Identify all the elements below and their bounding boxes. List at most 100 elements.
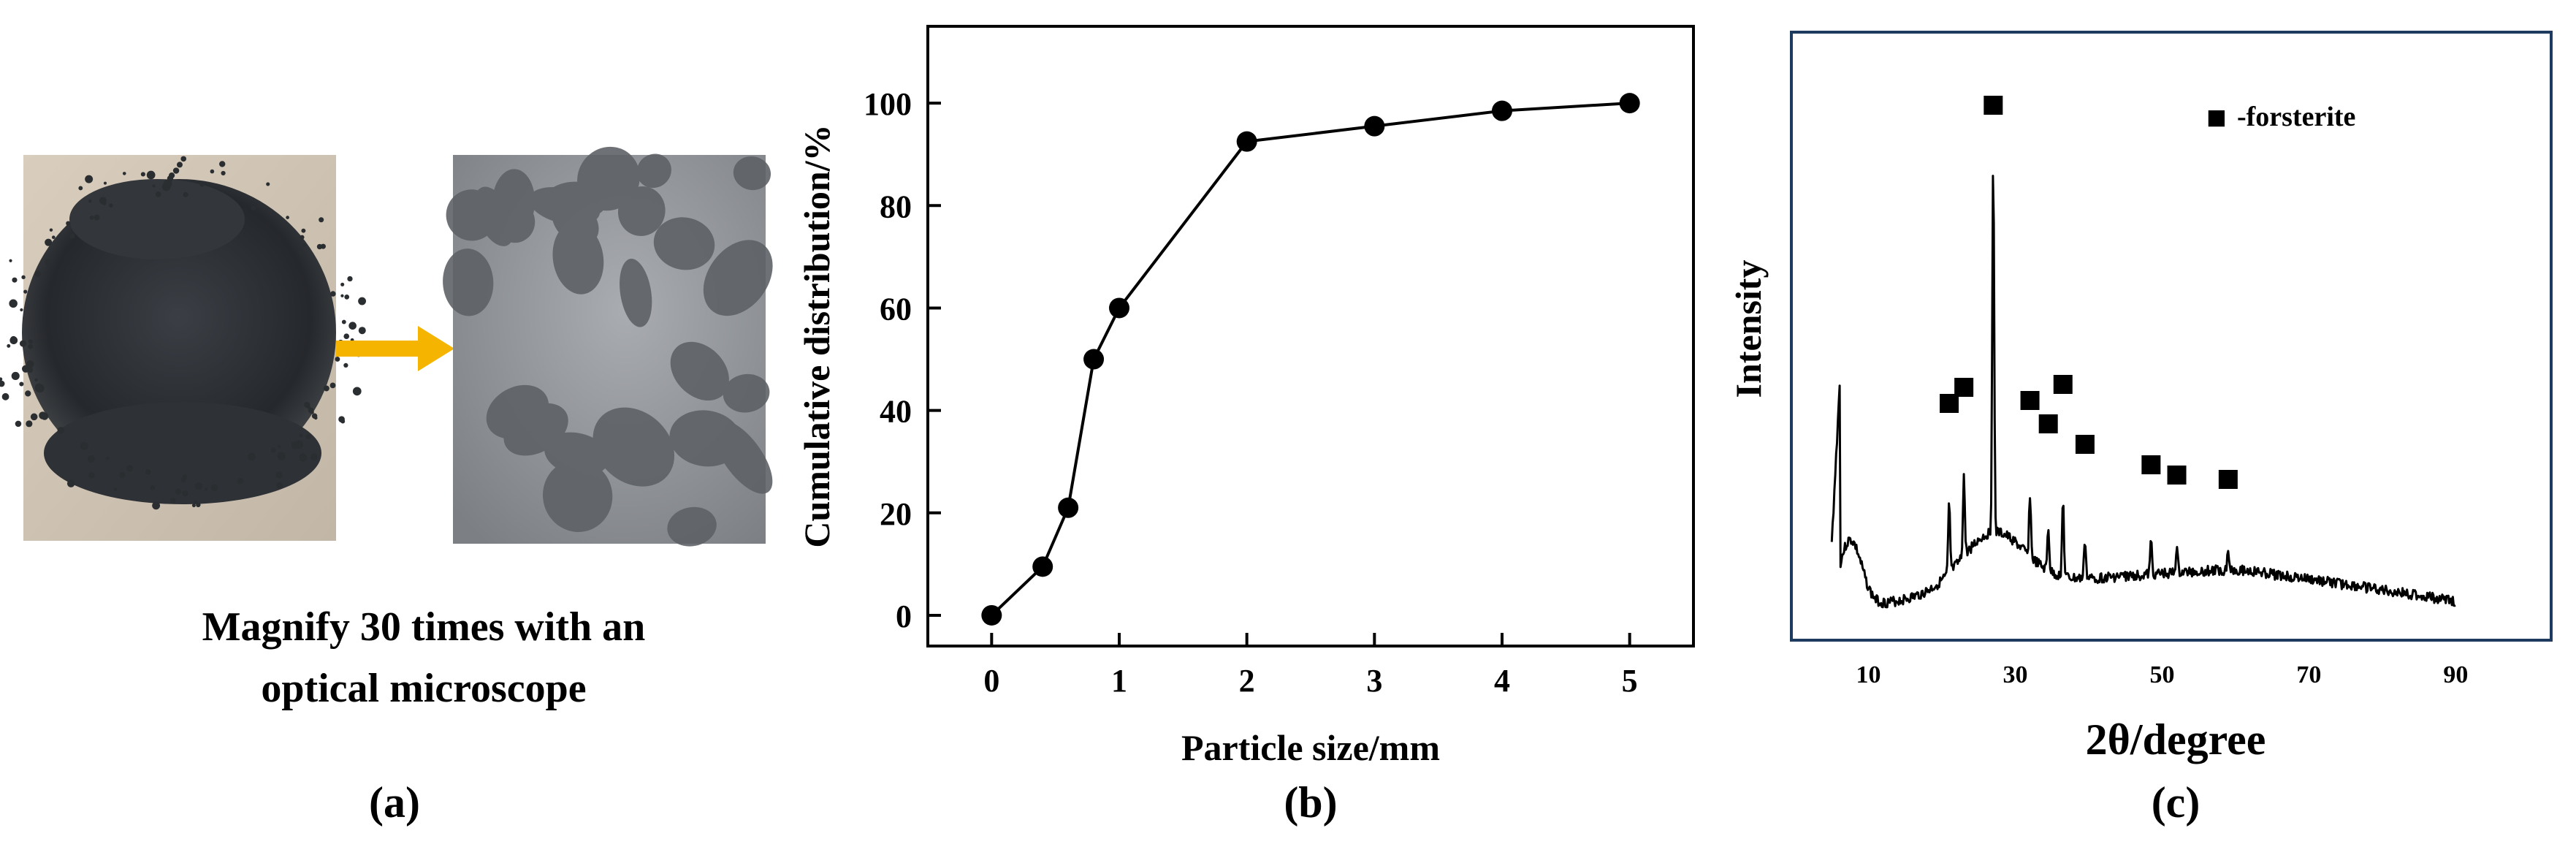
chart-b-y-axis: 0 20 40 60 80 100 bbox=[864, 86, 941, 634]
powder-speck bbox=[22, 365, 30, 373]
powder-speck bbox=[335, 357, 340, 362]
data-point bbox=[1492, 100, 1512, 121]
y-tick-label: 60 bbox=[880, 291, 912, 327]
powder-speck bbox=[122, 172, 126, 175]
micro-grain bbox=[446, 189, 498, 241]
powder-speck bbox=[105, 457, 110, 460]
forsterite-marker-icon bbox=[2053, 375, 2073, 394]
powder-speck bbox=[0, 379, 1, 385]
forsterite-marker-icon bbox=[2218, 470, 2238, 489]
powder-speck bbox=[34, 378, 38, 382]
micro-grain bbox=[620, 259, 652, 327]
x-tick-label: 3 bbox=[1366, 663, 1382, 699]
chart-c-frame bbox=[1790, 31, 2553, 642]
data-point bbox=[1236, 131, 1257, 152]
panel-a-label: (a) bbox=[369, 778, 420, 827]
powder-speck bbox=[183, 191, 188, 197]
powder-speck bbox=[175, 488, 182, 495]
micro-grain bbox=[670, 341, 729, 401]
powder-speck bbox=[180, 477, 186, 483]
powder-speck bbox=[30, 413, 38, 421]
micro-grain bbox=[592, 407, 675, 487]
x-tick-label: 50 bbox=[2149, 661, 2174, 688]
powder-speck bbox=[319, 217, 324, 223]
powder-speck bbox=[277, 452, 286, 460]
micro-grain bbox=[529, 186, 601, 225]
powder-speck bbox=[78, 186, 83, 191]
powder-speck bbox=[298, 249, 304, 255]
powder-speck bbox=[12, 277, 18, 283]
forsterite-marker-icon bbox=[2141, 455, 2161, 474]
powder-speck bbox=[89, 216, 94, 220]
powder-speck bbox=[358, 327, 366, 335]
powder-speck bbox=[140, 172, 145, 177]
powder-speck bbox=[343, 362, 348, 368]
powder-speck bbox=[7, 343, 11, 348]
powder-speck bbox=[152, 184, 156, 188]
micro-grain bbox=[669, 410, 742, 467]
powder-speck bbox=[49, 228, 53, 232]
powder-speck bbox=[299, 433, 303, 438]
powder-speck bbox=[251, 205, 256, 211]
powder-speck bbox=[305, 433, 311, 440]
powder-speck bbox=[248, 452, 256, 461]
chart-c-x-axis: 10 30 50 70 90 bbox=[1856, 661, 2469, 688]
powder-speck bbox=[219, 161, 226, 167]
forsterite-marker-icon bbox=[2038, 414, 2058, 433]
data-point bbox=[1364, 115, 1385, 137]
panel-c-label: (c) bbox=[2152, 778, 2200, 827]
powder-speck bbox=[182, 490, 188, 497]
powder-speck bbox=[152, 501, 161, 510]
powder-speck bbox=[26, 420, 33, 428]
data-point bbox=[1619, 93, 1640, 114]
powder-speck bbox=[28, 339, 34, 344]
powder-speck bbox=[66, 221, 71, 226]
forsterite-marker-icon bbox=[2020, 391, 2040, 410]
y-tick-label: 40 bbox=[880, 394, 912, 430]
chart-b-x-axis: 0 1 2 3 4 5 bbox=[983, 633, 1638, 699]
panel-b-label: (b) bbox=[1284, 778, 1337, 827]
chart-c-xlabel: 2θ/degree bbox=[2086, 715, 2266, 764]
forsterite-marker-icon bbox=[1940, 394, 1959, 413]
micro-grain bbox=[543, 459, 613, 532]
data-point bbox=[981, 604, 1002, 626]
forsterite-marker-icon bbox=[1954, 378, 1974, 397]
powder-speck bbox=[25, 390, 31, 397]
powder-speck bbox=[340, 294, 344, 297]
powder-speck bbox=[176, 162, 183, 168]
powder-speck bbox=[45, 259, 53, 266]
powder-speck bbox=[109, 203, 113, 208]
panel-c: 10 30 50 70 90 ■ -forsterite Intensity 2θ/de… bbox=[1728, 31, 2553, 827]
forsterite-marker-icon bbox=[2075, 435, 2095, 454]
powder-speck bbox=[196, 502, 201, 508]
powder-speck bbox=[26, 360, 34, 368]
micro-grain bbox=[486, 384, 549, 439]
micrograph-photo bbox=[443, 146, 773, 547]
powder-speck bbox=[323, 385, 329, 392]
powder-speck bbox=[45, 238, 53, 246]
micro-grain bbox=[443, 248, 494, 316]
y-tick-label: 80 bbox=[880, 189, 912, 224]
data-point bbox=[1032, 556, 1053, 577]
powder-speck bbox=[358, 297, 367, 305]
powder-speck bbox=[34, 270, 42, 277]
powder-speck bbox=[341, 319, 346, 324]
micro-grain bbox=[667, 506, 717, 547]
powder-speck bbox=[51, 235, 56, 240]
powder-speck bbox=[194, 482, 203, 490]
x-tick-label: 90 bbox=[2443, 661, 2468, 688]
micro-grain bbox=[577, 146, 640, 211]
powder-speck bbox=[320, 243, 326, 249]
powder-speck bbox=[170, 498, 176, 504]
powder-speck bbox=[351, 324, 356, 329]
powder-speck bbox=[270, 447, 276, 453]
powder-speck bbox=[35, 384, 45, 393]
data-point bbox=[1058, 497, 1079, 518]
x-tick-label: 70 bbox=[2296, 661, 2321, 688]
micro-grain bbox=[492, 169, 536, 236]
powder-speck bbox=[150, 485, 156, 490]
powder-speck bbox=[278, 444, 281, 448]
powder-speck bbox=[180, 156, 187, 162]
x-tick-label: 10 bbox=[1856, 661, 1881, 688]
forsterite-marker-icon bbox=[1984, 96, 2003, 115]
